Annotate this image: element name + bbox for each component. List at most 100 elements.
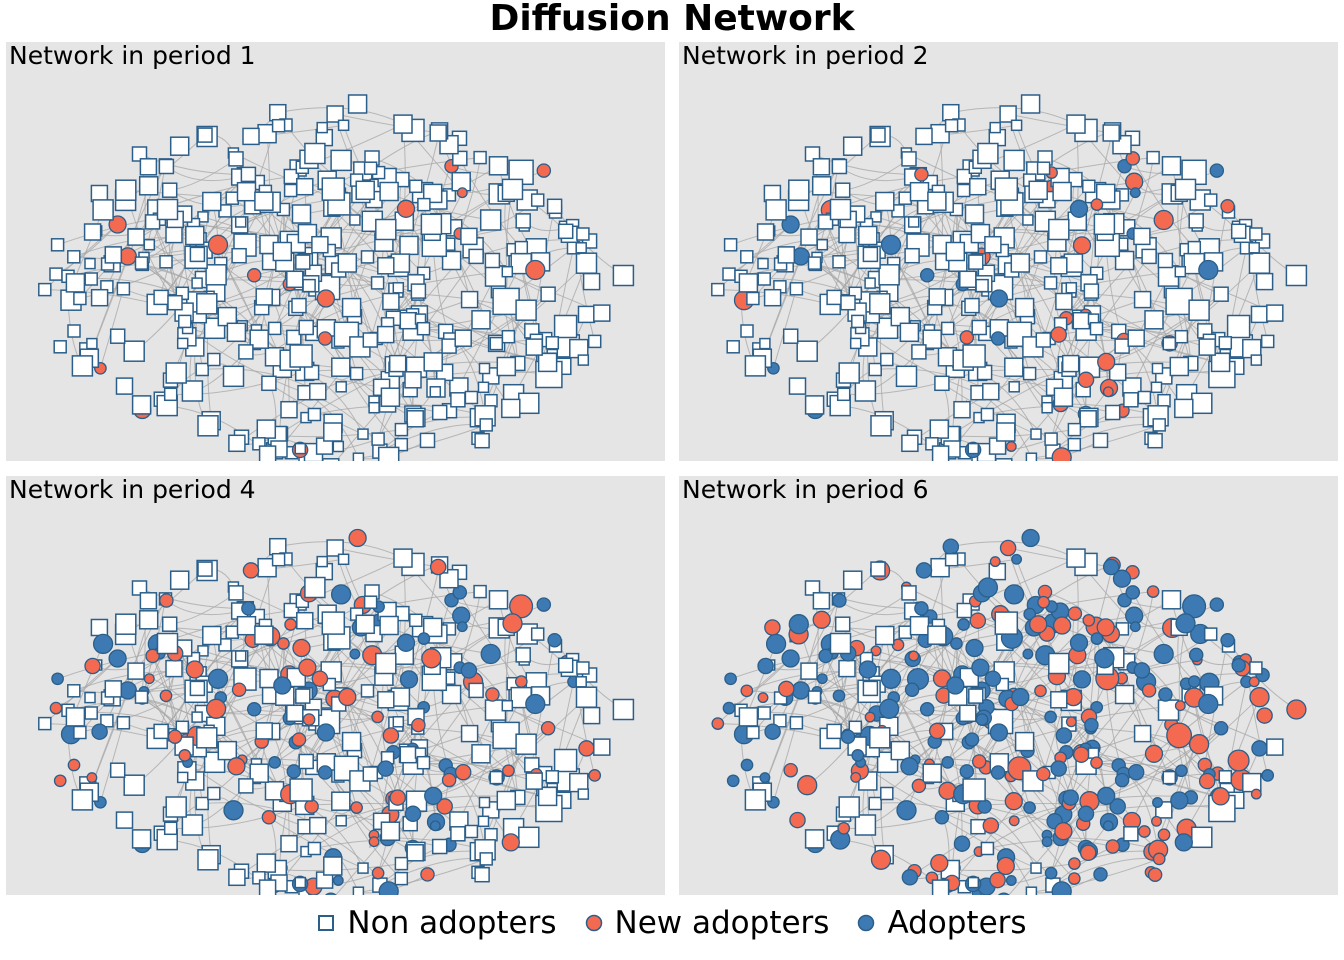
non-adopter-node [1133,227,1151,246]
non-adopter-node [959,270,977,289]
network-edge [913,604,1037,657]
adopter-node [818,648,833,664]
adopter-node [1209,163,1225,178]
adopter-node [977,577,999,598]
non-adopter-node [100,714,114,728]
network-edge [420,752,535,782]
network-edge [334,113,439,134]
non-adopter-node [362,332,379,348]
network-graph [711,94,1308,461]
adopter-node [1231,658,1246,673]
non-adopter-node [1010,119,1023,132]
new-adopter-node [1166,722,1193,749]
new-adopter-node [928,722,946,740]
new-adopter-node [1073,746,1090,763]
non-adopter-node [545,770,560,784]
new-adopter-node [143,673,155,685]
non-adopter-node [1203,627,1218,641]
new-adopter-node [1157,828,1171,842]
adopter-node [1251,740,1268,757]
new-adopter-node [420,867,435,882]
non-adopter-node [104,246,123,264]
non-adopter-node [196,293,218,315]
non-adopter-node [1133,724,1152,743]
non-adopter-node [431,838,448,855]
new-adopter-node [1037,595,1050,609]
adopter-node [207,668,229,689]
non-adopter-node [197,415,219,437]
adopter-node [525,693,546,715]
non-adopter-node [1174,265,1187,278]
network-edge [301,647,417,718]
adopter-node [460,662,478,679]
adopter-node [452,585,468,600]
non-adopter-node [862,246,879,263]
non-adopter-node [1169,356,1190,377]
non-adopter-node [197,849,219,871]
network-edge [44,658,118,724]
non-adopter-node [323,856,343,876]
non-adopter-node [612,264,635,287]
adopter-node [1094,648,1115,669]
non-adopter-node [302,278,316,293]
non-adopter-node [473,150,487,165]
non-adopter-node [304,142,326,165]
non-adopter-node [1188,299,1210,321]
non-adopter-node [225,625,239,639]
non-adopter-node [1266,304,1284,322]
network-edge [909,373,1030,444]
adopter-node [919,702,935,717]
non-adopter-node [1020,94,1041,114]
new-adopter-node [1067,606,1083,621]
adopter-node [1090,632,1104,645]
non-adopter-node [1072,311,1091,330]
new-adopter-node [159,689,173,703]
adopter-node [880,234,902,255]
non-adopter-node [195,796,209,811]
adopter-node [1055,727,1073,744]
network-edge [277,541,404,559]
network-edge [1007,113,1112,134]
non-adopter-node [254,625,274,645]
non-adopter-node [922,329,942,349]
adopter-node [377,760,394,777]
non-adopter-node [492,287,520,316]
non-adopter-node [880,352,894,367]
adopter-node [1261,769,1275,782]
non-adopter-node [944,118,959,133]
non-adopter-node [898,625,912,639]
non-adopter-node [901,585,917,601]
non-adopter-node [217,740,238,761]
non-adopter-node [537,352,558,373]
new-adopter-node [837,821,851,835]
new-adopter-node [304,799,319,814]
non-adopter-node [977,142,999,165]
new-adopter-node [1008,815,1020,827]
adopter-node [1003,584,1025,605]
non-adopter-node [53,340,67,354]
non-adopter-node [291,297,307,314]
new-adopter-node [185,660,204,679]
non-adopter-node [1123,826,1139,842]
red-circle-marker-icon [585,914,602,932]
non-adopter-node [283,168,300,185]
non-adopter-node [848,720,863,735]
non-adopter-node [862,680,879,697]
non-adopter-node [309,816,327,835]
non-adopter-node [321,177,346,201]
non-adopter-node [1210,352,1231,373]
non-adopter-node [738,707,759,727]
non-adopter-node [454,329,472,347]
non-adopter-node [934,375,950,392]
non-adopter-node [258,445,277,461]
non-adopter-node [404,371,422,389]
new-adopter-node [1174,700,1186,712]
new-adopter-node [1050,326,1067,343]
new-adopter-node [501,833,520,852]
non-adopter-node [71,355,94,377]
adopter-node [915,562,933,579]
new-adopter-node [227,757,246,776]
non-adopter-node [807,690,822,704]
network-edge [950,107,1077,125]
network-edge [1096,328,1220,364]
